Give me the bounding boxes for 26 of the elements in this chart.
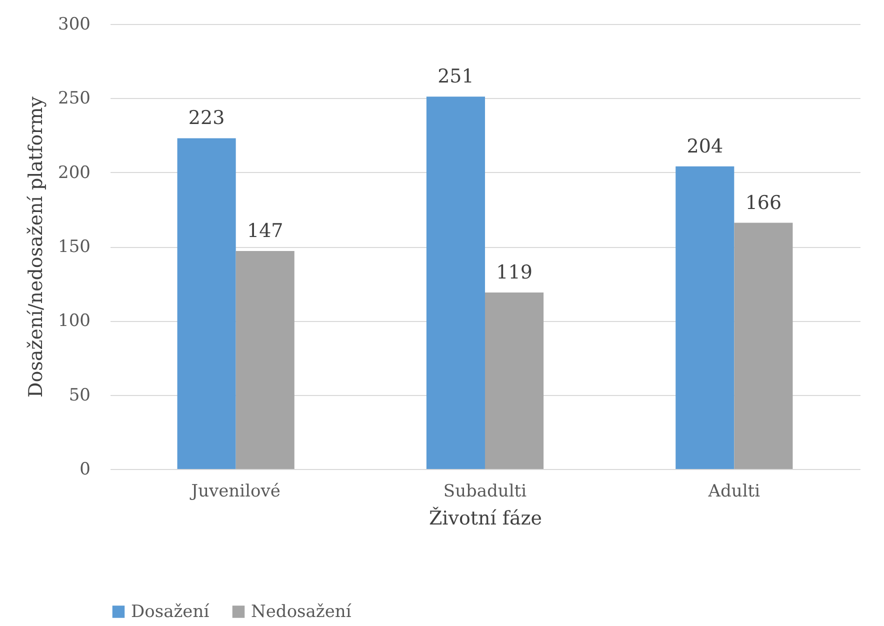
y-tick-label: 100 [58, 311, 90, 332]
bar [676, 166, 734, 469]
x-axis-title: Životní fáze [428, 506, 542, 530]
legend-label: Dosažení [131, 602, 210, 622]
data-label: 119 [496, 261, 532, 284]
y-tick-label: 150 [58, 237, 90, 257]
x-tick-label: Adulti [707, 482, 761, 502]
data-label: 251 [438, 66, 474, 88]
y-tick-label: 300 [58, 14, 90, 34]
bar [485, 292, 544, 469]
bar [236, 250, 294, 469]
data-label: 223 [188, 107, 225, 130]
y-tick-label: 200 [58, 162, 90, 183]
data-label: 204 [686, 135, 724, 158]
y-tick-label: 0 [80, 460, 90, 480]
bar [177, 138, 236, 469]
y-tick-label: 250 [58, 88, 90, 109]
x-tick-label: Subadulti [443, 482, 528, 502]
data-label: 166 [745, 192, 782, 214]
legend-label: Nedosažení [251, 602, 352, 622]
y-axis-title: Dosažení/nedosažení platformy [25, 96, 48, 398]
bar [426, 96, 485, 469]
bar [734, 222, 793, 469]
data-label: 147 [246, 220, 284, 242]
x-tick-label: Juvenilové [189, 482, 280, 502]
y-tick-label: 50 [68, 385, 90, 406]
